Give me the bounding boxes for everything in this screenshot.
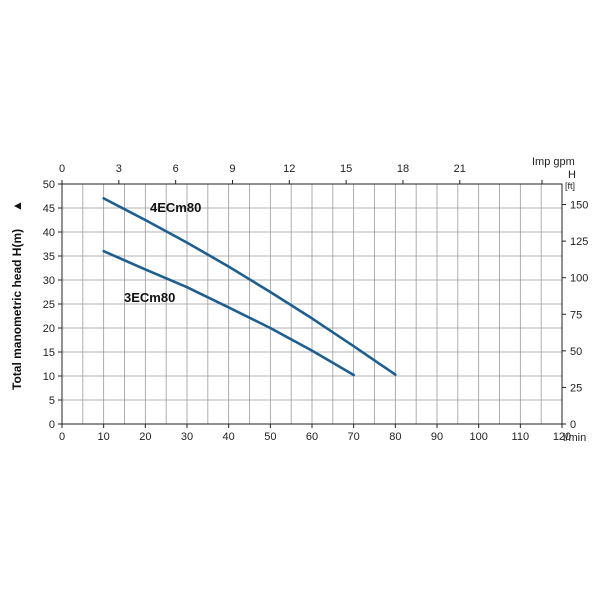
y-tick-label: 5 [49,395,55,407]
grid-lines [62,184,562,424]
series-line-4ECm80 [102,197,397,376]
y-tick-label: 30 [43,275,55,287]
x-top-unit-label: Imp gpm [532,156,575,168]
y-right-tick-label: 50 [570,346,582,358]
x-tick-label: 60 [306,431,318,443]
x-top-tick-label: 3 [116,163,122,175]
y-tick-label: 15 [43,347,55,359]
y-tick-label: 25 [43,299,55,311]
y-axis-arrow: ▲ [10,200,24,212]
x-tick-label: 30 [181,431,193,443]
x-axis-unit-label: l/min [563,432,586,444]
x-tick-label: 10 [98,431,110,443]
y-right-axis-label: H [568,169,576,181]
x-tick-label: 50 [264,431,276,443]
y-tick-label: 40 [43,227,55,239]
y-axis-title: Total manometric head H(m) [10,229,24,390]
y-tick-label: 45 [43,203,55,215]
series-label-4ECm80: 4ECm80 [150,200,201,215]
y-right-tick-label: 75 [570,309,582,321]
y-right-tick-label: 100 [570,273,588,285]
y-tick-label: 35 [43,251,55,263]
x-top-tick-label: 18 [397,163,409,175]
x-tick-label: 90 [431,431,443,443]
y-tick-label: 20 [43,323,55,335]
x-tick-label: 110 [512,431,530,443]
x-tick-label: 70 [348,431,360,443]
x-top-tick-label: 0 [59,163,65,175]
y-right-unit-label: [ft] [565,181,575,191]
x-axis-top: 0 3 6 9 12 15 18 21 [59,163,543,184]
x-top-tick-label: 12 [283,163,295,175]
y-tick-label: 50 [43,179,55,191]
x-top-tick-label: 21 [454,163,466,175]
y-axis-title-group: Total manometric head H(m) ▲ [10,200,24,390]
y-right-tick-label: 25 [570,382,582,394]
x-top-tick-label: 15 [340,163,352,175]
series-line-3ECm80 [102,249,356,377]
series-label-3ECm80: 3ECm80 [124,290,175,305]
x-tick-label: 120 [553,431,571,443]
x-tick-label: 0 [59,431,65,443]
x-top-tick-label: 6 [173,163,179,175]
y-right-tick-label: 125 [570,236,588,248]
x-tick-label: 20 [139,431,151,443]
y-axis-left: 0 5 10 15 20 25 30 35 40 45 50 [43,179,62,431]
y-tick-label: 0 [49,419,55,431]
series-lines: 4ECm80 3ECm80 [102,197,397,377]
y-right-tick-label: 150 [570,200,588,212]
x-tick-label: 100 [469,431,487,443]
x-tick-label: 40 [223,431,235,443]
x-axis-bottom: 0 10 20 30 40 50 60 70 80 90 100 110 120 [59,424,571,443]
x-tick-label: 80 [389,431,401,443]
y-tick-label: 10 [43,371,55,383]
x-top-tick-label: 9 [229,163,235,175]
y-axis-right: 0 25 50 75 100 125 150 [562,200,588,431]
y-right-tick-label: 0 [570,419,576,431]
